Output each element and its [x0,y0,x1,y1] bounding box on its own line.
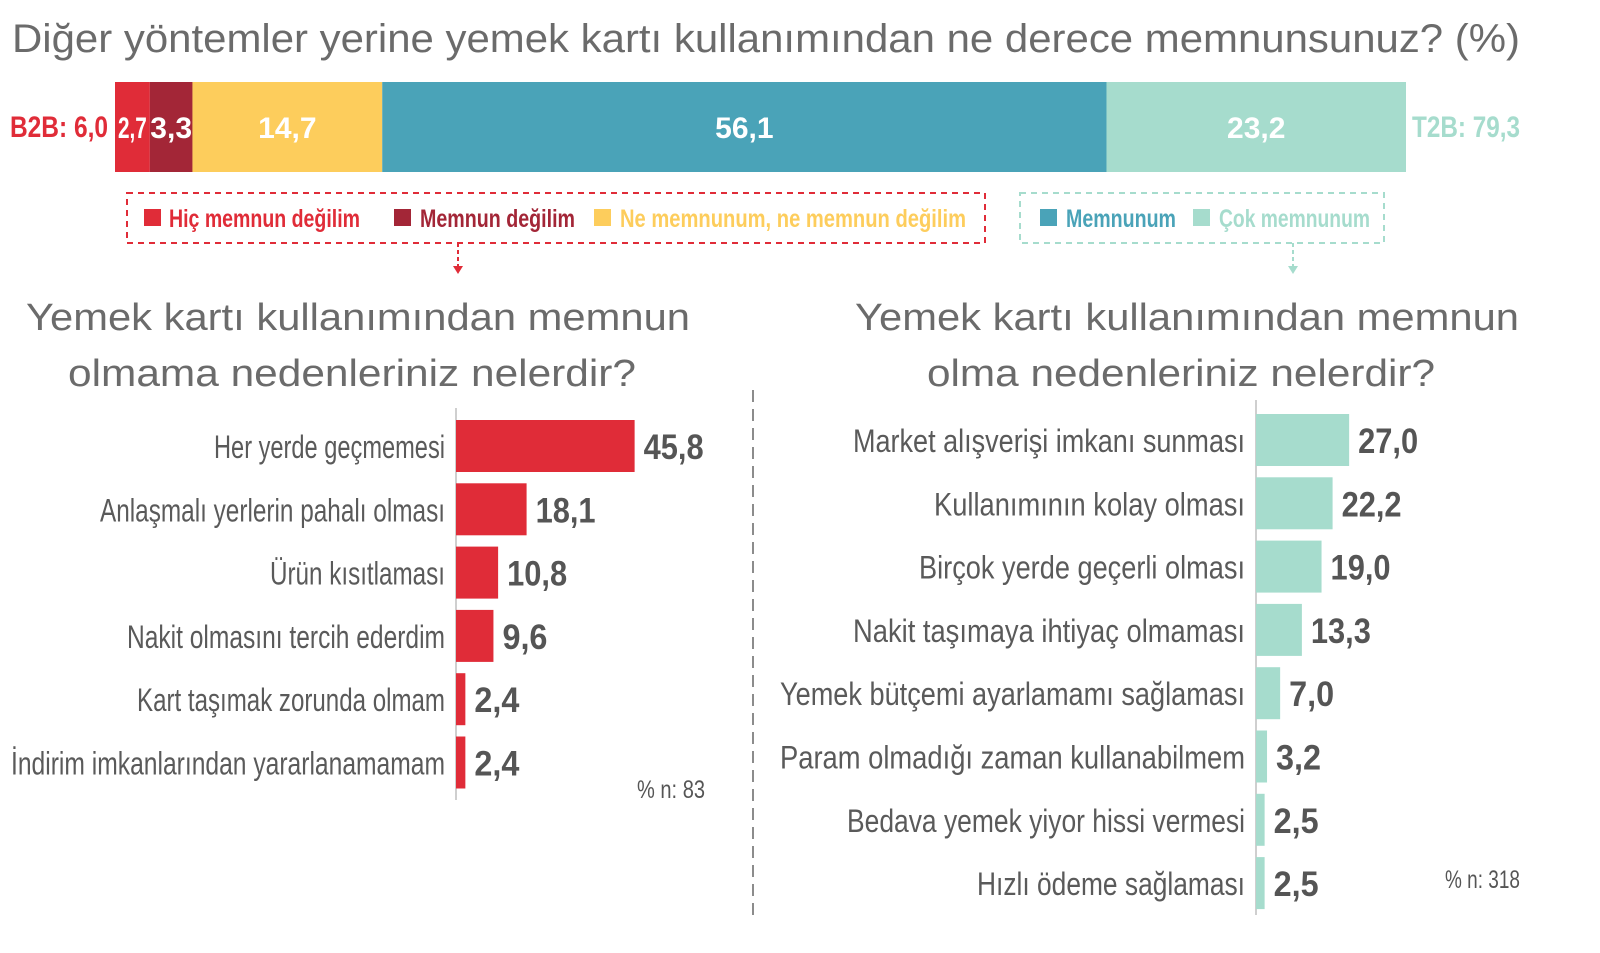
b2b-total-label: B2B: 6,0 [10,111,108,144]
right-value-label-5: 7,0 [1289,675,1334,714]
left-value-label-4: 9,6 [502,618,547,657]
left-title-line-2: olmama nedenleriniz nelerdir? [68,353,636,395]
right-bar-8 [1256,857,1265,910]
right-category-label-7: Bedava yemek yiyor hissi vermesi [847,803,1245,839]
right-category-label-8: Hızlı ödeme sağlaması [977,866,1245,902]
left-title-line-1: Yemek kartı kullanımından memnun [26,297,690,339]
right-category-label-2: Kullanımının kolay olması [934,486,1245,522]
stack-segment-label-4: 56,1 [715,112,773,145]
legend-swatch-2 [394,209,411,226]
stacked-satisfaction-chart: Diğer yöntemler yerine yemek kartı kulla… [10,17,1520,274]
right-bar-4 [1256,603,1302,656]
left-bar-3 [456,546,499,599]
right-sample-note: % n: 318 [1445,866,1520,894]
left-value-label-2: 18,1 [536,491,596,530]
stack-segment-label-1: 2,7 [118,112,147,145]
stack-segment-4 [382,82,1107,172]
legend-label-4: Memnunum [1066,205,1176,233]
stack-segment-3 [192,82,383,172]
left-value-label-5: 2,4 [474,681,519,720]
positive-legend-arrowhead-icon [1288,266,1298,274]
left-bar-4 [456,609,494,662]
left-category-label-2: Anlaşmalı yerlerin pahalı olması [100,492,445,528]
legend-label-1: Hiç memnun değilim [169,205,360,233]
left-value-label-1: 45,8 [644,428,704,467]
stack-segment-label-5: 23,2 [1227,112,1285,145]
legend-label-5: Çok memnunum [1219,205,1370,233]
right-title-line-2: olma nedenleriniz nelerdir? [927,353,1435,395]
legend-swatch-3 [594,209,611,226]
left-bar-2 [456,483,527,536]
right-category-label-6: Param olmadığı zaman kullanabilmem [780,740,1245,776]
left-sample-note: % n: 83 [637,776,705,804]
right-category-label-5: Yemek bütçemi ayarlamamı sağlaması [780,676,1245,712]
right-bar-5 [1256,667,1281,720]
right-bar-6 [1256,730,1268,783]
right-value-label-6: 3,2 [1276,739,1321,778]
left-category-label-6: İndirim imkanlarından yararlanamamam [11,746,445,782]
satisfaction-reasons-chart: Yemek kartı kullanımından memnun olma ne… [780,297,1520,915]
chart-title: Diğer yöntemler yerine yemek kartı kulla… [12,17,1520,61]
left-category-label-3: Ürün kısıtlaması [270,556,445,592]
right-bar-7 [1256,793,1265,846]
left-value-label-6: 2,4 [474,745,519,784]
right-category-label-1: Market alışverişi imkanı sunması [853,423,1245,459]
negative-legend-frame [126,192,986,244]
dissatisfaction-reasons-chart: Yemek kartı kullanımından memnun olmama … [11,297,705,804]
right-value-label-8: 2,5 [1274,865,1319,904]
stack-segment-1 [115,82,150,172]
right-category-label-4: Nakit taşımaya ihtiyaç olmaması [853,613,1245,649]
right-bar-2 [1256,477,1333,530]
legend-swatch-1 [144,209,161,226]
legend-label-3: Ne memnunum, ne memnun değilim [620,205,966,233]
left-bar-5 [456,673,466,726]
stack-segment-2 [149,82,193,172]
legend-label-2: Memnun değilim [420,205,575,233]
positive-legend-frame [1019,192,1385,244]
left-category-label-4: Nakit olmasını tercih ederdim [127,619,445,655]
stack-segment-label-2: 3,3 [150,112,192,145]
right-category-label-3: Birçok yerde geçerli olması [919,550,1245,586]
t2b-total-label: T2B: 79,3 [1412,111,1520,144]
right-value-label-2: 22,2 [1342,485,1402,524]
negative-legend-arrowhead-icon [453,266,463,274]
left-bar-6 [456,736,466,789]
right-value-label-4: 13,3 [1311,612,1371,651]
right-value-label-3: 19,0 [1331,549,1391,588]
right-value-label-7: 2,5 [1274,802,1319,841]
right-value-label-1: 27,0 [1358,422,1418,461]
left-category-label-5: Kart taşımak zorunda olmam [137,682,445,718]
left-bar-1 [456,420,635,472]
right-bar-1 [1256,414,1350,466]
stack-segment-label-3: 14,7 [258,112,316,145]
left-category-label-1: Her yerde geçmemesi [214,429,445,465]
legend-swatch-5 [1193,209,1210,226]
legend-swatch-4 [1040,209,1057,226]
left-value-label-3: 10,8 [507,555,567,594]
right-title-line-1: Yemek kartı kullanımından memnun [855,297,1519,339]
right-bar-3 [1256,540,1322,593]
stack-segment-5 [1106,82,1406,172]
